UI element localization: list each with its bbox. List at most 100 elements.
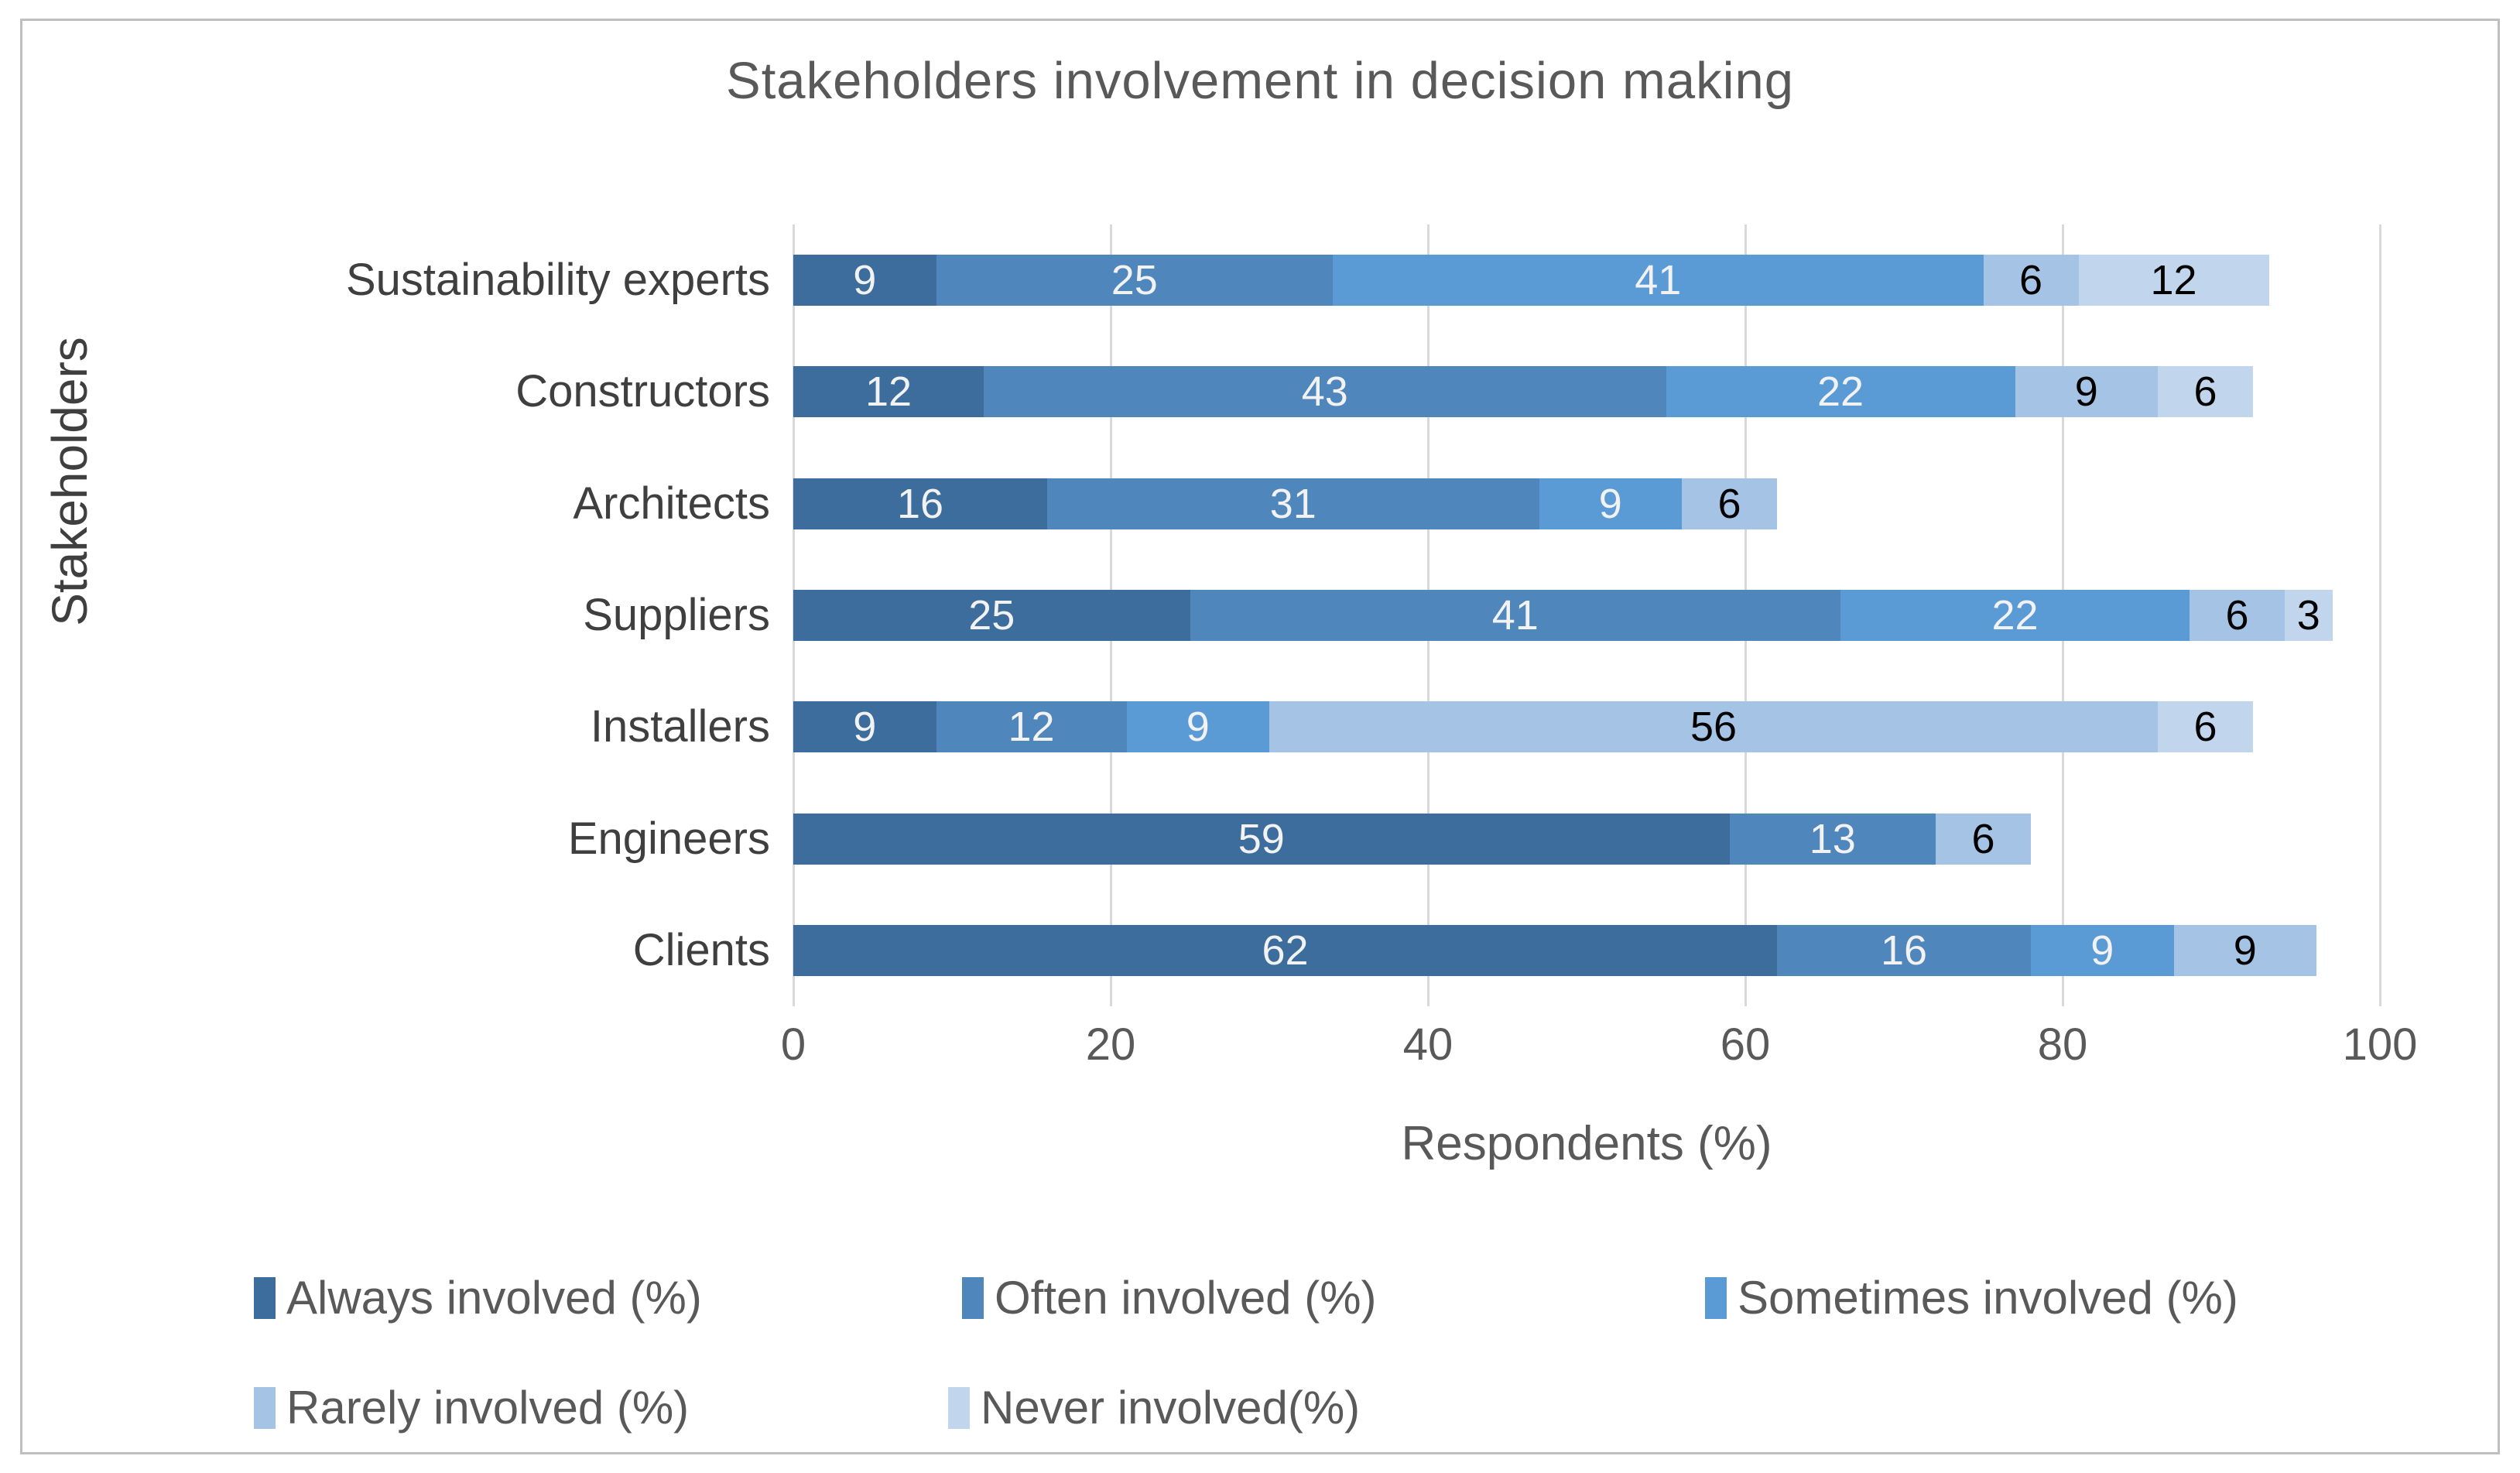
bar-segment: 6 [2158,701,2253,753]
bar-segment: 9 [793,701,936,753]
bar-segment-label: 6 [1971,815,1995,862]
bar-segment-label: 9 [2074,368,2098,416]
bar-segment-label: 9 [853,257,877,304]
bar-segment: 9 [2015,366,2158,418]
legend-label: Always involved (%) [286,1272,702,1324]
legend-marker [948,1386,970,1429]
bar-segment: 25 [936,255,1333,307]
bar-segment-label: 62 [1262,927,1309,974]
bar-row: 16 31 9 6 [793,478,1777,529]
y-axis-title: Stakeholders [42,337,98,626]
bar-segment: 6 [1936,813,2031,865]
category-label: Constructors [515,366,770,417]
category-label: Engineers [567,813,770,864]
bar-segment-label: 6 [2018,257,2043,304]
x-axis-title: Respondents (%) [1401,1117,1772,1170]
bar-segment-label: 31 [1269,480,1316,527]
legend-item: Sometimes involved (%) [1705,1271,2238,1324]
legend-item: Never involved(%) [948,1381,1360,1434]
bar-segment-label: 59 [1238,815,1285,862]
bar-segment-label: 22 [1816,368,1864,416]
x-tick-label: 40 [1402,1019,1453,1070]
bar-segment: 6 [1682,478,1777,529]
bar-segment-label: 9 [1598,480,1622,527]
bar-segment: 12 [2078,255,2269,307]
bar-segment: 9 [1539,478,1682,529]
bar-segment-label: 16 [1880,927,1928,974]
bar-segment-label: 22 [1991,592,2039,639]
legend-label: Often involved (%) [995,1272,1377,1324]
bar-segment: 59 [793,813,1730,865]
bar-segment: 25 [793,590,1190,641]
bar-row: 59 13 6 [793,813,2031,865]
bar-segment-label: 41 [1491,592,1539,639]
bar-segment-label: 56 [1690,704,1738,751]
bar-row: 12 43 22 9 6 [793,366,2253,418]
bar-segment: 62 [793,924,1777,976]
bar-segment: 9 [1126,701,1269,753]
legend-item: Always involved (%) [254,1271,702,1324]
bar-segment: 9 [2031,924,2174,976]
x-tick-label: 60 [1720,1019,1771,1070]
bar-segment-label: 9 [2233,927,2257,974]
category-label: Suppliers [583,590,770,640]
bar-segment-label: 6 [2225,592,2249,639]
bar-segment-label: 12 [2150,257,2197,304]
bar-segment: 12 [936,701,1127,753]
bar-segment: 13 [1729,813,1936,865]
legend-marker [254,1276,276,1319]
bar-segment: 9 [793,255,936,307]
bar-segment-label: 13 [1809,815,1856,862]
bar-segment: 41 [1190,590,1840,641]
bar-segment: 41 [1333,255,1984,307]
bar-segment: 56 [1269,701,2158,753]
bar-segment: 9 [2173,924,2316,976]
x-tick-label: 100 [2342,1019,2418,1070]
bar-segment: 22 [1666,366,2015,418]
bar-row: 62 16 9 9 [793,924,2316,976]
legend-label: Never involved(%) [981,1382,1361,1434]
bar-segment-label: 9 [853,704,877,751]
legend-marker [962,1276,984,1319]
bar-segment-label: 6 [2193,368,2217,416]
legend-marker [254,1386,276,1429]
bar-segment-label: 3 [2296,592,2320,639]
bar-segment-label: 16 [896,480,944,527]
bar-segment-label: 43 [1301,368,1348,416]
bar-segment: 6 [2158,366,2253,418]
bar-segment-label: 12 [1008,704,1055,751]
category-label: Sustainability experts [345,255,770,306]
bar-row: 9 12 9 56 6 [793,701,2253,753]
bar-segment-label: 25 [1111,257,1158,304]
bar-segment-label: 41 [1635,257,1682,304]
category-label: Installers [590,701,770,752]
legend-label: Sometimes involved (%) [1738,1272,2238,1324]
bar-segment: 31 [1047,478,1539,529]
legend-item: Often involved (%) [962,1271,1377,1324]
bar-segment: 16 [1777,924,2031,976]
legend-item: Rarely involved (%) [254,1381,689,1434]
chart-title: Stakeholders involvement in decision mak… [726,52,1794,110]
bar-segment: 6 [1983,255,2079,307]
bar-segment-label: 25 [968,592,1015,639]
bar-segment-label: 12 [865,368,912,416]
category-label: Clients [632,924,770,975]
bar-segment-label: 6 [2193,704,2217,751]
bar-segment: 43 [984,366,1666,418]
bar-segment-label: 9 [2090,927,2114,974]
bar-segment: 6 [2190,590,2285,641]
bar-row: 9 25 41 6 12 [793,255,2269,307]
legend-marker [1705,1276,1727,1319]
bar-segment: 22 [1840,590,2190,641]
bar-segment-label: 6 [1717,480,1741,527]
category-label: Architects [573,478,770,529]
x-tick-label: 20 [1085,1019,1136,1070]
legend-label: Rarely involved (%) [286,1382,690,1434]
bar-segment-label: 9 [1186,704,1210,751]
bar-segment: 3 [2285,590,2333,641]
bar-segment: 16 [793,478,1047,529]
x-tick-label: 80 [2037,1019,2088,1070]
bar-segment: 12 [793,366,984,418]
gridline [2378,224,2381,1006]
x-tick-label: 0 [780,1019,806,1070]
